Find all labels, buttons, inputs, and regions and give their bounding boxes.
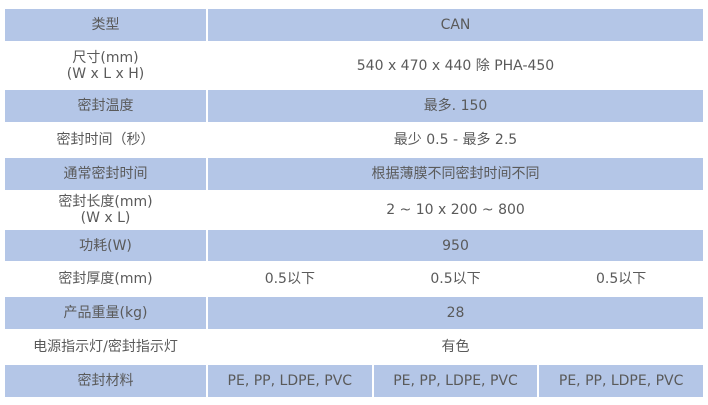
spec-table: 类型 CAN 尺寸(mm) (W x L x H) 540 x 470 x 440 除 … xyxy=(3,7,705,399)
row-label: 密封温度 xyxy=(3,88,208,124)
row-label-text: 密封时间（秒） xyxy=(56,132,155,148)
row-label-text: 通常密封时间 xyxy=(63,166,148,182)
row-label-text: 密封厚度(mm) xyxy=(58,271,153,287)
row-label-text: 电源指示灯/密封指示灯 xyxy=(33,339,178,355)
row-value: 根据薄膜不同密封时间不同 xyxy=(206,156,705,192)
table-row: 密封时间（秒） 最少 0.5 - 最多 2.5 xyxy=(3,122,705,158)
row-value: 最少 0.5 - 最多 2.5 xyxy=(206,122,705,158)
row-label-text: 尺寸(mm) xyxy=(72,49,139,66)
row-label-text: 产品重量(kg) xyxy=(63,305,148,321)
table-row: 功耗(W) 950 xyxy=(3,228,705,263)
row-label: 密封厚度(mm) xyxy=(3,261,208,297)
table-row: 尺寸(mm) (W x L x H) 540 x 470 x 440 除 PHA-4… xyxy=(3,41,705,90)
row-value: 有色 xyxy=(206,329,705,365)
table-row: 类型 CAN xyxy=(3,7,705,43)
row-value: PE, PP, LDPE, PVC xyxy=(371,363,540,399)
row-value: 28 xyxy=(206,295,705,331)
row-value: PE, PP, LDPE, PVC xyxy=(206,363,374,399)
table-row: 通常密封时间 根据薄膜不同密封时间不同 xyxy=(3,156,705,192)
row-label-text: 密封长度(mm) xyxy=(58,194,153,210)
table-row: 密封长度(mm) (W x L) 2 ~ 10 x 200 ~ 800 xyxy=(3,190,705,230)
row-label-unit: (W x L x H) xyxy=(66,65,145,82)
row-label-text: 类型 xyxy=(91,17,120,33)
row-value: CAN xyxy=(206,7,705,43)
row-value: 950 xyxy=(206,228,705,263)
table-row: 产品重量(kg) 28 xyxy=(3,295,705,331)
row-label: 尺寸(mm) (W x L x H) xyxy=(3,41,208,90)
row-value: 0.5以下 xyxy=(371,261,540,297)
row-value: PE, PP, LDPE, PVC xyxy=(537,363,705,399)
row-label: 密封长度(mm) (W x L) xyxy=(3,190,208,230)
row-label: 密封时间（秒） xyxy=(3,122,208,158)
row-label: 类型 xyxy=(3,7,208,43)
row-label: 密封材料 xyxy=(3,363,208,399)
row-value: 最多. 150 xyxy=(206,88,705,124)
table-row: 电源指示灯/密封指示灯 有色 xyxy=(3,329,705,365)
row-label: 通常密封时间 xyxy=(3,156,208,192)
row-label-text: 密封温度 xyxy=(77,98,134,114)
row-label: 产品重量(kg) xyxy=(3,295,208,331)
row-value: 540 x 470 x 440 除 PHA-450 xyxy=(206,41,705,90)
row-label: 电源指示灯/密封指示灯 xyxy=(3,329,208,365)
table-row: 密封厚度(mm) 0.5以下 0.5以下 0.5以下 xyxy=(3,261,705,297)
row-label-unit: (W x L) xyxy=(80,210,131,226)
row-label-text: 密封材料 xyxy=(77,373,134,389)
table-row: 密封温度 最多. 150 xyxy=(3,88,705,124)
row-label: 功耗(W) xyxy=(3,228,208,263)
row-value: 0.5以下 xyxy=(206,261,374,297)
row-value: 0.5以下 xyxy=(537,261,705,297)
table-row: 密封材料 PE, PP, LDPE, PVC PE, PP, LDPE, PVC PE… xyxy=(3,363,705,399)
row-value: 2 ~ 10 x 200 ~ 800 xyxy=(206,190,705,230)
row-label-text: 功耗(W) xyxy=(79,237,132,254)
